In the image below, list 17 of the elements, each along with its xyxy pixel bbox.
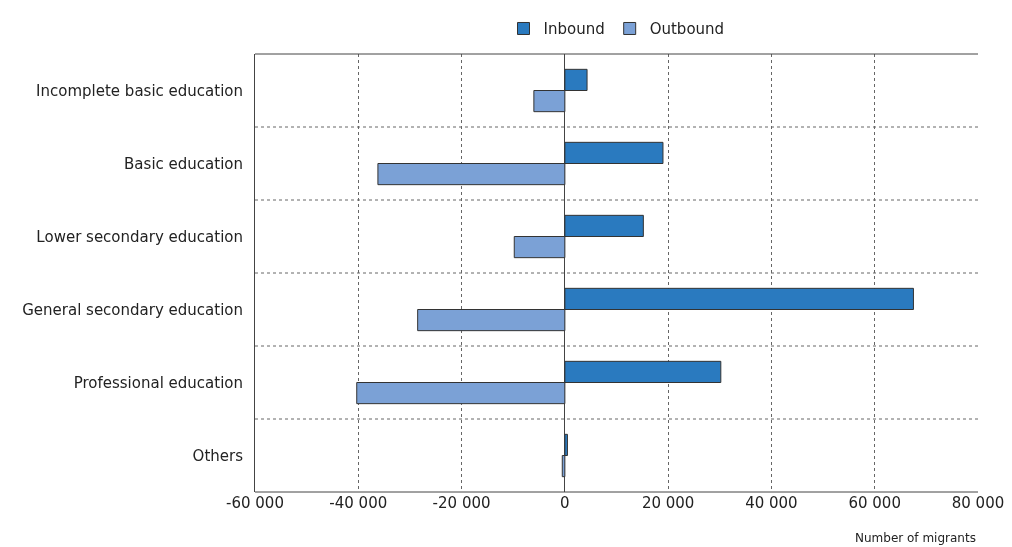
x-tick-label: 60 000 (848, 494, 901, 512)
x-axis-title: Number of migrants (855, 531, 976, 545)
x-tick-label: -20 000 (432, 494, 491, 512)
x-tick-label: 0 (560, 494, 570, 512)
y-tick-label: Lower secondary education (36, 227, 243, 246)
y-tick-label: Basic education (124, 154, 243, 173)
legend-label: Inbound (543, 20, 605, 39)
x-tick-label: -60 000 (226, 494, 284, 512)
y-tick-label: Incomplete basic education (36, 81, 243, 100)
x-tick-label: 20 000 (641, 494, 695, 512)
x-tick-label: 40 000 (745, 494, 798, 512)
x-tick-label: 80 000 (951, 494, 1005, 512)
y-tick-label: Others (192, 446, 244, 465)
legend-label: Outbound (649, 20, 725, 39)
y-tick-label: Professional education (73, 373, 243, 392)
x-tick-label: -40 000 (329, 494, 388, 512)
y-tick-label: General secondary education (22, 300, 243, 319)
